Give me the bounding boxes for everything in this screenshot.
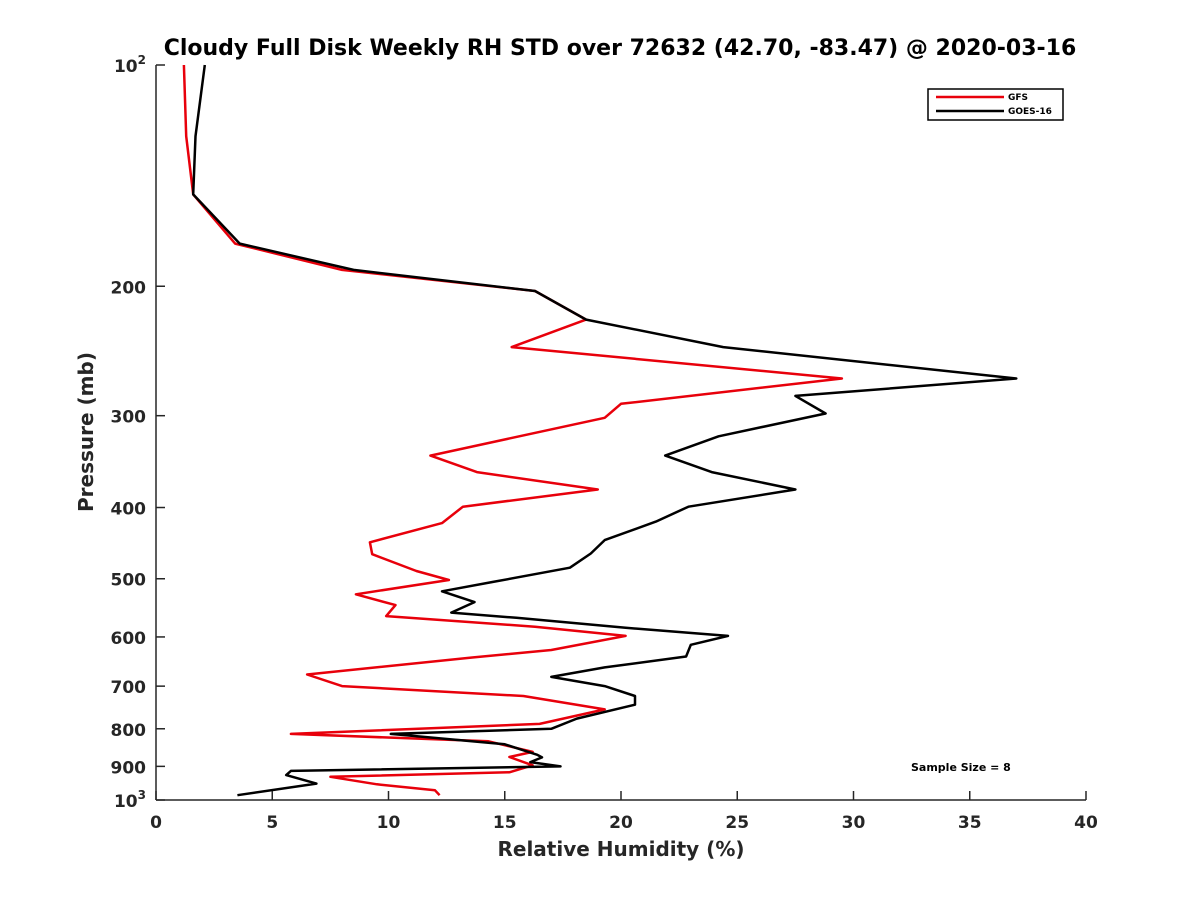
y-tick-label-base: 900 [111,758,147,778]
y-tick-label: 700 [111,678,147,698]
y-tick-label-base: 10 [114,57,138,77]
y-tick-label: 200 [111,278,147,298]
y-tick-label-base: 400 [111,500,147,520]
y-tick-label-exponent: 2 [138,53,146,67]
plot-area [155,64,1086,801]
x-tick-label: 5 [266,813,278,833]
y-tick-label: 103 [114,788,146,812]
legend-label-gfs: GFS [1008,93,1028,103]
y-tick-label-base: 200 [111,278,147,298]
y-tick-label-base: 700 [111,678,147,698]
x-axis-label: Relative Humidity (%) [497,837,744,861]
x-ticks: 0 5 10 15 20 25 30 35 40 [150,791,1098,833]
legend-label-goes16: GOES-16 [1008,107,1052,117]
x-tick-label: 40 [1074,813,1098,833]
series-layer [182,64,1018,797]
y-tick-label-exponent: 3 [138,788,146,802]
x-tick-label: 10 [377,813,401,833]
x-tick-label: 25 [725,813,749,833]
y-tick-label-base: 300 [111,408,147,428]
x-tick-label: 35 [958,813,982,833]
x-tick-label: 30 [842,813,866,833]
chart-title: Cloudy Full Disk Weekly RH STD over 7263… [164,36,1077,61]
y-tick-label-base: 800 [111,721,147,741]
y-tick-label-base: 500 [111,571,147,591]
y-tick-label-base: 600 [111,629,147,649]
y-tick-label: 300 [111,408,147,428]
y-tick-label: 400 [111,500,147,520]
y-axis-label: Pressure (mb) [74,352,98,512]
x-tick-label: 0 [150,813,162,833]
legend-box [927,88,1064,121]
y-tick-label: 800 [111,721,147,741]
y-tick-label: 102 [114,53,146,77]
legend: GFS GOES-16 [927,88,1064,121]
x-tick-label: 20 [609,813,633,833]
y-tick-label: 500 [111,571,147,591]
series-line-goes16 [191,64,1018,797]
y-tick-label: 900 [111,758,147,778]
sample-size-annotation: Sample Size = 8 [911,761,1011,774]
x-tick-label: 15 [493,813,517,833]
y-tick-label-base: 10 [114,792,138,812]
y-tick-label: 600 [111,629,147,649]
